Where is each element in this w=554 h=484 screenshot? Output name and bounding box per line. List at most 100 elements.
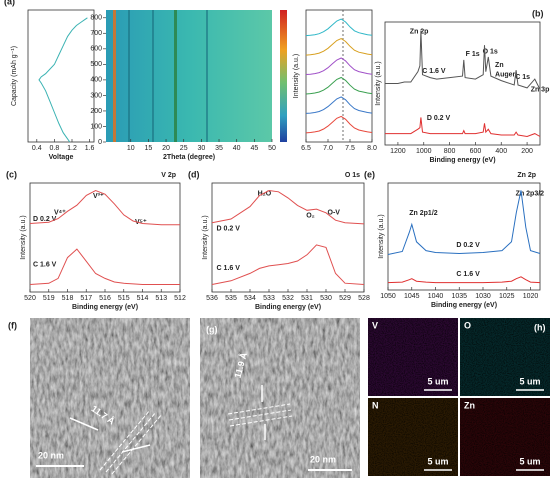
scale-label: 20 nm <box>310 454 336 464</box>
series-line <box>305 76 373 95</box>
map-element: O <box>464 320 471 330</box>
scale-label: 5 um <box>519 376 540 386</box>
y-axis-label: Intensity (a.u.) <box>375 61 382 105</box>
annotation: C 1.6 V <box>217 265 241 272</box>
x-tick-label: 518 <box>62 295 74 302</box>
heatmap-stripe <box>113 10 116 142</box>
x-tick-label: 1.2 <box>67 145 77 152</box>
plot-frame <box>211 182 365 293</box>
x-tick-label: 1000 <box>416 148 432 155</box>
x-tick-label: 45 <box>250 145 258 152</box>
map-element: Zn <box>464 400 475 410</box>
x-tick-label: 529 <box>339 295 351 302</box>
series-line <box>387 276 541 284</box>
y-tick-label: 0 <box>98 139 102 146</box>
map-element: V <box>372 320 378 330</box>
heatmap-stripe <box>128 10 130 142</box>
x-tick-label: 515 <box>118 295 130 302</box>
x-tick-label: 35 <box>215 145 223 152</box>
panel-label: (g) <box>206 324 218 334</box>
panel-label: (h) <box>534 322 546 332</box>
x-tick-label: 1200 <box>390 148 406 155</box>
x-tick-label: 1.6 <box>85 145 95 152</box>
tem-image <box>200 318 360 478</box>
plot-frame <box>29 182 181 293</box>
y-tick-label: 600 <box>90 46 102 53</box>
y-tick-label: 300 <box>90 92 102 99</box>
plot-frame <box>27 9 95 143</box>
series-line <box>305 115 373 134</box>
y-axis-label: Intensity (a.u.) <box>202 215 209 259</box>
annotation: F 1s <box>466 51 480 58</box>
x-tick-label: 1030 <box>475 293 491 300</box>
y-tick-label: 500 <box>90 61 102 68</box>
lattice-lines <box>99 409 163 475</box>
annotation: C 1.6 V <box>422 68 446 75</box>
colorbar-label: Intensity (a.u.) <box>293 54 300 98</box>
annotation: Zn <box>495 62 504 69</box>
scale-label: 5 um <box>519 456 540 466</box>
panel-label: (b) <box>532 8 544 18</box>
x-tick-label: 0.8 <box>50 145 60 152</box>
x-tick-label: 532 <box>282 295 294 302</box>
y-tick-label: 100 <box>90 123 102 130</box>
annotation: Zn 2p <box>410 29 429 36</box>
x-tick-label: 531 <box>301 295 313 302</box>
x-axis-label: Binding energy (eV) <box>431 302 497 309</box>
x-tick-label: 25 <box>180 145 188 152</box>
plot-frame <box>387 182 541 291</box>
x-tick-label: 1050 <box>380 293 396 300</box>
x-tick-label: 200 <box>521 148 533 155</box>
x-tick-label: 1045 <box>404 293 420 300</box>
x-tick-label: 30 <box>197 145 205 152</box>
map-signal <box>460 398 550 476</box>
series-line <box>305 57 373 75</box>
x-tick-label: 533 <box>263 295 275 302</box>
series-line <box>29 189 180 226</box>
series-line <box>211 244 365 285</box>
series-line <box>211 189 365 225</box>
map-signal <box>368 398 458 476</box>
annotation: D 0.2 V <box>217 226 241 233</box>
x-tick-label: 530 <box>320 295 332 302</box>
panel-title: O 1s <box>345 172 360 179</box>
y-axis-label: Capacity (mAh g⁻¹) <box>11 46 18 106</box>
annotation: Zn 3p <box>531 86 550 93</box>
map-element: N <box>372 400 379 410</box>
x-tick-label: 514 <box>137 295 149 302</box>
y-axis-label: Intensity (a.u.) <box>378 214 385 258</box>
panel-label: (a) <box>4 0 15 6</box>
heatmap-stripe <box>206 10 208 142</box>
x-axis-label: Binding energy (eV) <box>72 304 138 311</box>
annotation: O 1s <box>483 48 498 55</box>
panel-label: (e) <box>364 169 375 179</box>
x-tick-label: 50 <box>268 145 276 152</box>
series-line <box>29 248 180 285</box>
annotation: C 1.6 V <box>456 271 480 278</box>
heatmap-stripe <box>174 10 177 142</box>
series-line <box>385 117 541 138</box>
map-signal <box>368 318 458 396</box>
x-tick-label: 800 <box>444 148 456 155</box>
eds-maps <box>368 318 550 476</box>
heatmap-stripe <box>152 10 154 142</box>
y-tick-label: 800 <box>90 15 102 22</box>
y-tick-label: 400 <box>90 77 102 84</box>
annotation: V³⁺ <box>93 193 104 200</box>
x-tick-label: 1040 <box>428 293 444 300</box>
x-tick-label: 0.4 <box>32 145 42 152</box>
x-tick-label: 520 <box>24 295 36 302</box>
x-axis-label: Binding energy (eV) <box>429 157 495 164</box>
annotation: Auger <box>495 72 516 79</box>
x-tick-label: 8.0 <box>367 145 377 152</box>
colorbar <box>280 10 287 142</box>
annotation: C 1s <box>515 74 530 81</box>
arrow <box>69 417 99 431</box>
annotation: D 0.2 V <box>33 216 57 223</box>
series-line <box>387 190 541 255</box>
series-line <box>305 38 373 56</box>
x-tick-label: 536 <box>206 295 218 302</box>
scale-label: 5 um <box>427 376 448 386</box>
tem-image <box>30 318 190 478</box>
